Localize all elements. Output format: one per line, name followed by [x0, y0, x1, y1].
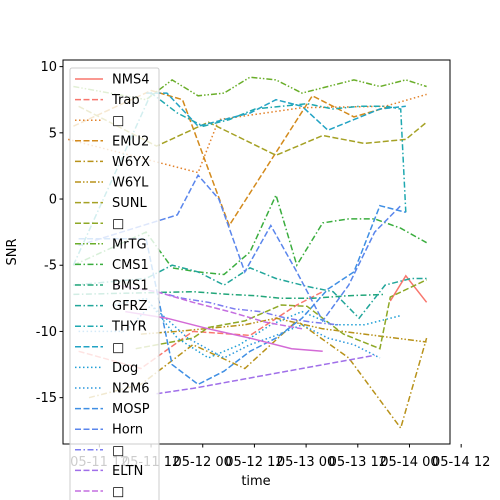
legend-label: Horn: [112, 423, 143, 438]
legend-label: CMS1: [112, 258, 149, 273]
legend-label: ELTN: [112, 464, 143, 479]
series-line-mrtg: [73, 76, 427, 101]
series-line-thyr: [72, 91, 407, 266]
legend-box: [69, 67, 160, 500]
y-tick-label: -15: [36, 391, 57, 406]
legend-label: N2M6: [112, 382, 149, 397]
legend-label: MOSP: [112, 402, 150, 417]
legend-label: THYR: [111, 320, 147, 335]
legend-label: □: [112, 485, 124, 500]
legend-label: □: [112, 217, 124, 232]
x-axis-label: time: [241, 474, 270, 489]
legend-label: Dog: [112, 361, 138, 376]
series-line-unnamed-13: [146, 92, 406, 132]
legend-label: Trap: [111, 93, 140, 108]
y-axis: 10 5 0 -5 -10 -15: [36, 60, 63, 406]
legend-label: GFRZ: [112, 299, 148, 314]
series-line-eltn: [156, 354, 375, 395]
legend-label: EMU2: [112, 134, 149, 149]
series-line-gfrz: [73, 264, 427, 320]
series-line-n2m6: [78, 303, 381, 359]
series-line-unnamed-18: [156, 290, 339, 326]
y-tick-label: 0: [49, 193, 57, 208]
x-tick-label: 05-12 00: [174, 455, 232, 470]
series-line-unnamed-7: [135, 279, 427, 350]
legend-label: NMS4: [112, 73, 149, 88]
legend-label: W6YX: [112, 155, 150, 170]
legend-label: W6YL: [112, 176, 149, 191]
series-line-dog: [114, 297, 401, 359]
series-line-horn: [78, 173, 402, 323]
legend-label: □: [112, 340, 124, 355]
y-tick-label: 5: [49, 126, 57, 141]
x-tick-label: 05-14 00: [380, 455, 438, 470]
x-tick-label: 05-12 12: [225, 455, 283, 470]
legend-label: MrTG: [112, 237, 147, 252]
plot-frame: [62, 59, 451, 445]
y-tick-label: -10: [36, 325, 57, 340]
y-axis-label: SNR: [5, 238, 20, 265]
series-line-bms1: [73, 290, 386, 300]
legend-label: □: [112, 114, 124, 129]
legend-label: □: [112, 443, 124, 458]
series-line-sunl: [78, 105, 428, 157]
x-tick-label: 05-13 12: [329, 455, 387, 470]
series-line-mosp: [78, 204, 406, 386]
legend-label: SUNL: [112, 196, 147, 211]
series-line-unnamed-2: [68, 93, 427, 174]
series-line-w6yl: [140, 317, 427, 343]
series-line-nms4: [389, 274, 428, 303]
legend-label: BMS1: [112, 279, 149, 294]
series-line-unnamed-21: [125, 310, 323, 353]
x-tick-label: 05-13 00: [277, 455, 335, 470]
y-tick-label: 10: [40, 60, 57, 75]
x-tick-label: 05-14 12: [432, 455, 490, 470]
legend: NMS4 Trap □ EMU2 W6YX W6YL SUNL □ MrTG CMS1 BMS1 GF…: [69, 67, 160, 500]
y-tick-label: -5: [44, 259, 57, 274]
